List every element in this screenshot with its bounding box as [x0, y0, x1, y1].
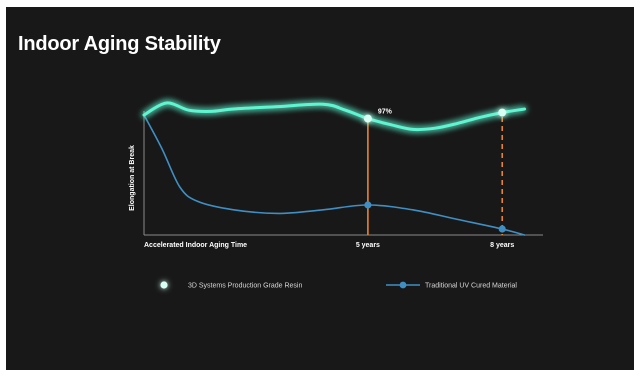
series-1-point-1	[498, 225, 506, 233]
x-tick-label-0: 5 years	[356, 242, 380, 249]
chart-title: Indoor Aging Stability	[18, 33, 221, 55]
year-markers	[367, 117, 504, 235]
annotations: 97%	[378, 109, 393, 116]
legend-swatch-dot-0	[160, 281, 168, 289]
series-layer	[142, 101, 527, 236]
series-0-point-1	[498, 108, 507, 117]
chart-canvas: Elongation at Break Accelerated Indoor A…	[129, 101, 543, 290]
annotation-0: 97%	[378, 109, 393, 116]
x-tick-labels: 5 years 8 years	[356, 242, 515, 249]
series-0-point-0	[363, 114, 372, 123]
legend-label-0: 3D Systems Production Grade Resin	[188, 283, 302, 290]
x-tick-label-1: 8 years	[490, 242, 514, 249]
legend: 3D Systems Production Grade Resin Traditi…	[146, 281, 517, 290]
x-axis-label: Accelerated Indoor Aging Time	[144, 242, 247, 249]
chart-slide: Indoor Aging Stability	[6, 7, 634, 370]
series-line-0	[142, 101, 527, 132]
series-1-point-0	[364, 201, 372, 209]
series-line-1	[143, 114, 526, 236]
y-axis-label: Elongation at Break	[129, 145, 136, 211]
legend-label-1: Traditional UV Cured Material	[425, 283, 517, 290]
legend-swatch-dot-1	[399, 281, 407, 289]
